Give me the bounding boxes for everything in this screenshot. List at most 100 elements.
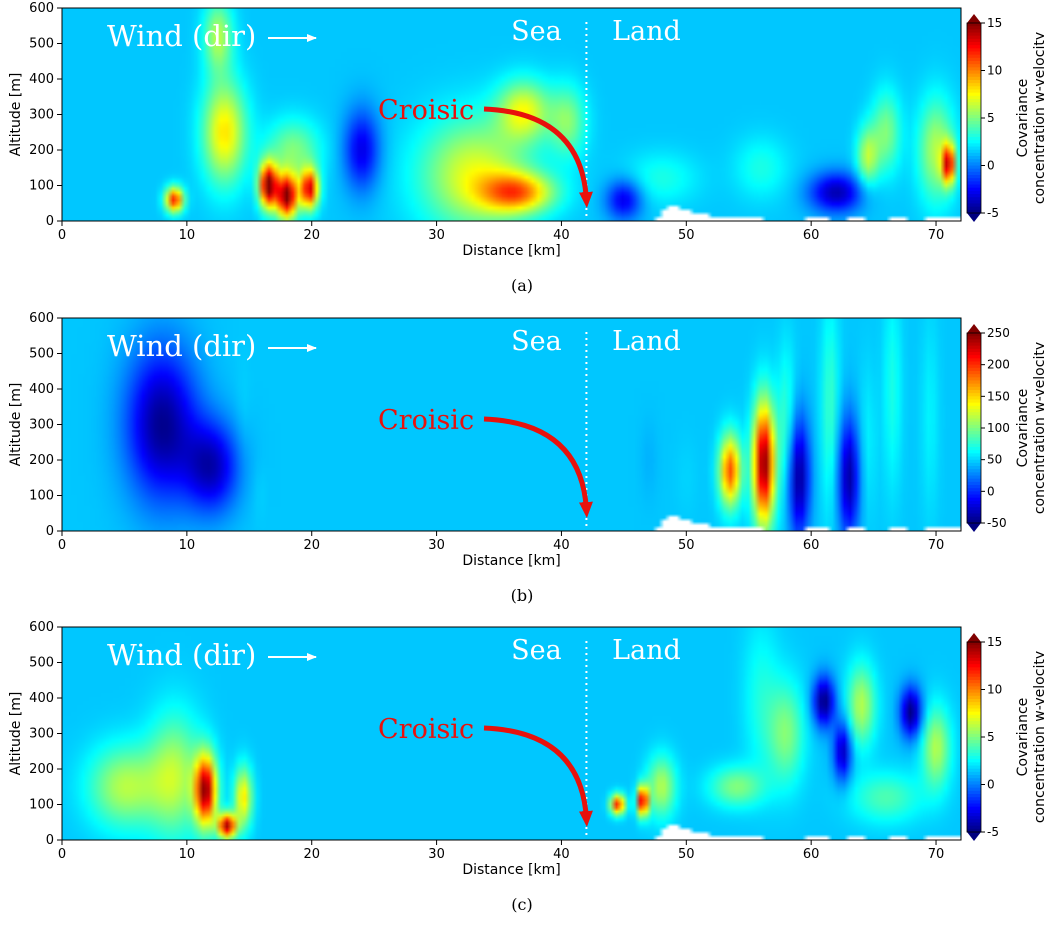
colorbar-tick-label: -5 [987, 825, 999, 839]
colorbar-segment [967, 36, 981, 40]
y-tick-label: 200 [29, 453, 54, 468]
colorbar-segment [967, 485, 981, 489]
land-label: Land [612, 326, 681, 357]
colorbar-segment [967, 381, 981, 385]
colorbar-segment [967, 400, 981, 404]
colorbar-segment [967, 680, 981, 684]
colorbar-segment [967, 677, 981, 681]
colorbar-segment [967, 188, 981, 192]
colorbar-segment [967, 438, 981, 442]
colorbar-segment [967, 750, 981, 754]
colorbar-segment [967, 753, 981, 757]
y-tick-label: 600 [29, 620, 54, 635]
x-tick-label: 20 [303, 538, 320, 553]
colorbar-tick-label: -5 [987, 206, 999, 220]
sea-label: Sea [511, 635, 562, 666]
y-axis-label: Altitude [m] [8, 73, 24, 157]
colorbar-segment [967, 185, 981, 189]
y-tick-label: 600 [29, 1, 54, 16]
colorbar-segment [967, 826, 981, 830]
colorbar-segment [967, 453, 981, 457]
colorbar-segment [967, 479, 981, 483]
colorbar-segment [967, 33, 981, 37]
colorbar-segment [967, 457, 981, 461]
colorbar-segment [967, 712, 981, 716]
colorbar-segment [967, 77, 981, 81]
colorbar-segment [967, 207, 981, 211]
colorbar-segment [967, 495, 981, 499]
colorbar-extend-max [967, 324, 981, 333]
colorbar-segment [967, 396, 981, 400]
colorbar-segment [967, 794, 981, 798]
colorbar-segment [967, 115, 981, 119]
colorbar-segment [967, 159, 981, 163]
sea-label: Sea [511, 16, 562, 47]
y-tick-label: 200 [29, 762, 54, 777]
colorbar-segment [967, 683, 981, 687]
y-tick-label: 0 [46, 524, 54, 539]
colorbar-segment [967, 504, 981, 508]
colorbar-tick-label: 100 [987, 421, 1010, 435]
y-tick-label: 300 [29, 418, 54, 433]
colorbar-segment [967, 816, 981, 820]
colorbar-segment [967, 425, 981, 429]
colorbar-segment [967, 150, 981, 154]
colorbar-segment [967, 482, 981, 486]
colorbar-segment [967, 466, 981, 470]
colorbar-segment [967, 800, 981, 804]
colorbar-segment [967, 664, 981, 668]
colorbar-segment [967, 447, 981, 451]
colorbar-segment [967, 737, 981, 741]
colorbar-tick-label: 0 [987, 484, 995, 498]
colorbar-segment [967, 705, 981, 709]
x-tick-label: 40 [553, 847, 570, 862]
x-tick-label: 30 [428, 538, 445, 553]
colorbar-segment [967, 491, 981, 495]
wind-label: Wind (dir) [107, 19, 256, 53]
colorbar-segment [967, 734, 981, 738]
colorbar-segment [967, 469, 981, 473]
colorbar-tick-label: 150 [987, 389, 1010, 403]
colorbar-tick-label: -50 [987, 516, 1007, 530]
colorbar-segment [967, 743, 981, 747]
land-label: Land [612, 635, 681, 666]
colorbar-segment [967, 658, 981, 662]
colorbar-segment [967, 740, 981, 744]
x-tick-label: 70 [928, 847, 945, 862]
colorbar-segment [967, 93, 981, 97]
colorbar-segment [967, 352, 981, 356]
colorbar-label: Covarianceconcentration w-velocity [1015, 342, 1044, 514]
colorbar-tick-label: 15 [987, 16, 1002, 30]
colorbar-segment [967, 702, 981, 706]
colorbar-segment [967, 131, 981, 135]
x-axis-label: Distance [km] [462, 862, 560, 878]
x-tick-label: 40 [553, 228, 570, 243]
y-tick-label: 400 [29, 382, 54, 397]
colorbar-segment [967, 166, 981, 170]
colorbar-segment [967, 197, 981, 201]
colorbar-segment [967, 194, 981, 198]
figure-caption: (b) [511, 586, 534, 605]
colorbar-segment [967, 778, 981, 782]
colorbar-segment [967, 724, 981, 728]
colorbar-segment [967, 169, 981, 173]
colorbar-segment [967, 39, 981, 43]
colorbar-tick-label: 15 [987, 635, 1002, 649]
colorbar-segment [967, 412, 981, 416]
colorbar-segment [967, 514, 981, 518]
colorbar-segment [967, 775, 981, 779]
colorbar-segment [967, 118, 981, 122]
x-tick-label: 50 [678, 538, 695, 553]
colorbar-segment [967, 406, 981, 410]
colorbar-segment [967, 642, 981, 646]
colorbar-segment [967, 819, 981, 823]
x-tick-label: 30 [428, 847, 445, 862]
colorbar-segment [967, 693, 981, 697]
colorbar-segment [967, 45, 981, 49]
y-tick-label: 100 [29, 798, 54, 813]
colorbar-segment [967, 472, 981, 476]
